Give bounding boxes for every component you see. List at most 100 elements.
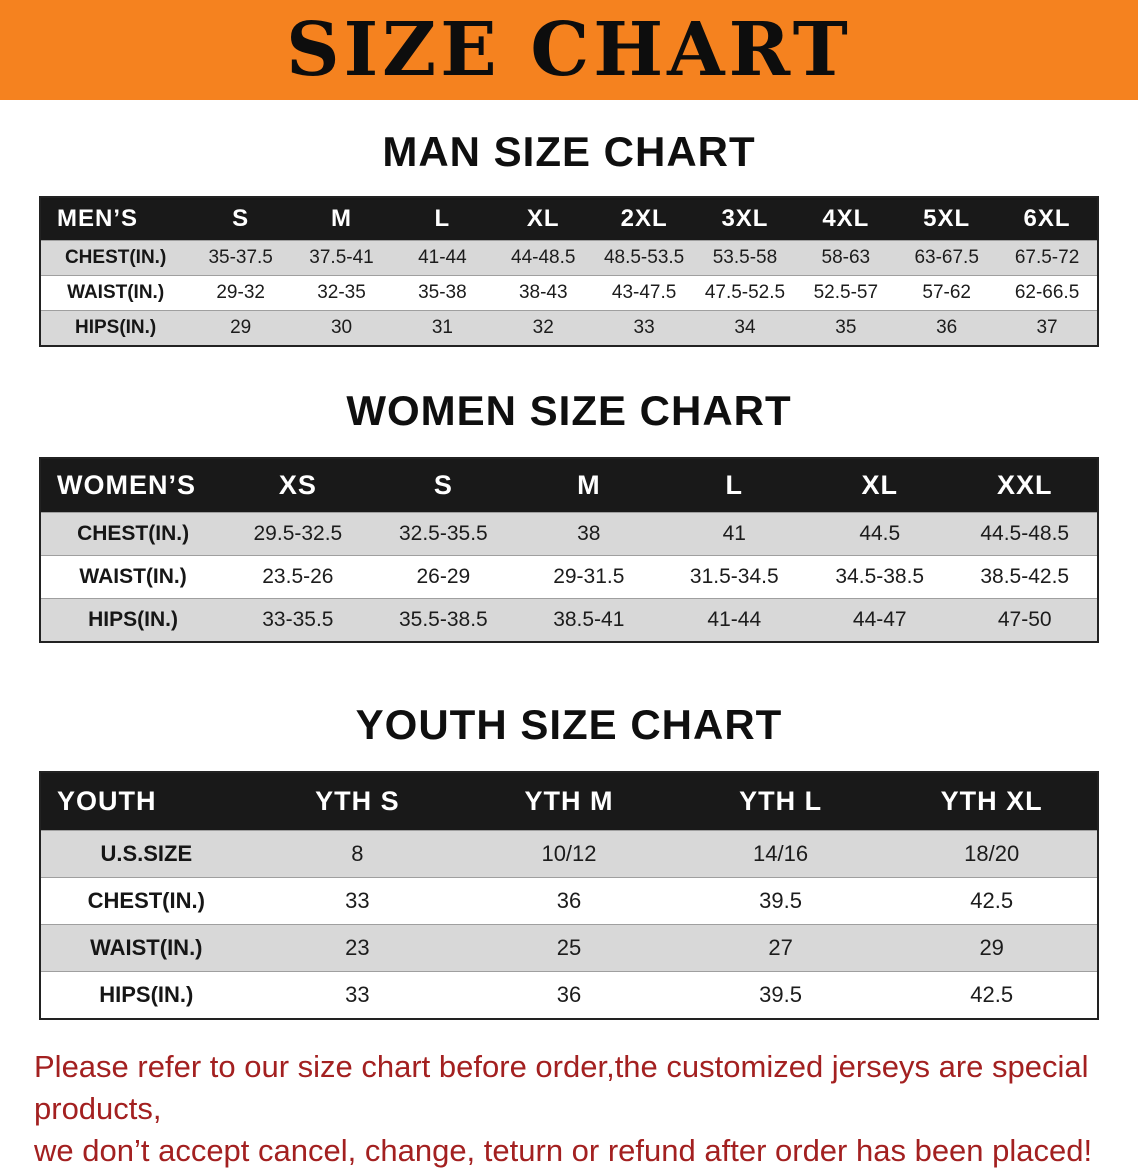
women-section-heading: WOMEN SIZE CHART [346,387,792,434]
size-value-cell: 18/20 [964,841,1020,866]
size-column-header: YTH S [251,772,464,831]
table-header-row: MEN’S S M L XL 2XL 3XL 4XL 5XL 6XL [40,197,1098,241]
size-value-cell: 34.5-38.5 [835,565,925,588]
disclaimer-line-1: Please refer to our size chart before or… [34,1049,1089,1126]
size-value-cell: 26-29 [416,565,471,588]
table-row: CHEST(IN.) 35-37.5 37.5-41 41-44 44-48.5 48.5… [40,240,1098,276]
size-value-cell: 37 [1036,317,1058,338]
size-value-cell: 29.5-32.5 [253,522,343,545]
size-column-header: S [190,197,292,241]
size-value-cell: 10/12 [541,841,597,866]
size-value-cell: 47.5-52.5 [704,282,786,303]
size-value-cell: 42.5 [970,982,1014,1007]
row-label-cell: U.S.SIZE [100,841,193,866]
table-row: CHEST(IN.) 33 36 39.5 42.5 [40,877,1098,925]
size-column-header: 6XL [997,197,1098,241]
size-column-header: YTH XL [886,772,1098,831]
row-label-cell: HIPS(IN.) [99,982,194,1007]
size-value-cell: 31 [431,317,453,338]
size-value-cell: 37.5-41 [309,247,374,268]
size-value-cell: 32.5-35.5 [398,522,488,545]
disclaimer-note: Please refer to our size chart before or… [34,1046,1138,1172]
size-value-cell: 67.5-72 [1014,247,1080,268]
men-size-table: MEN’S S M L XL 2XL 3XL 4XL 5XL 6XL CHEST(IN.) 35-37… [39,196,1099,347]
size-value-cell: 38.5-42.5 [980,565,1070,588]
size-value-cell: 30 [330,317,353,338]
size-column-header: XXL [952,458,1098,513]
size-value-cell: 39.5 [759,982,802,1007]
size-value-cell: 8 [351,841,364,866]
row-label-cell: WAIST(IN.) [90,935,203,960]
size-value-cell: 36 [556,888,582,913]
size-value-cell: 35-37.5 [208,247,273,268]
youth-size-section: YOUTH SIZE CHART YOUTH YTH S YTH M YTH L YTH… [0,701,1138,1020]
women-size-table: WOMEN’S XS S M L XL XXL CHEST(IN.) 29.5-32.5 32.5… [39,457,1099,643]
table-row: WAIST(IN.) 23.5-26 26-29 29-31.5 31.5-34.5 34… [40,555,1098,599]
row-label-cell: CHEST(IN.) [77,522,190,545]
size-value-cell: 44-47 [852,608,907,631]
youth-size-table: YOUTH YTH S YTH M YTH L YTH XL U.S.SIZE 8 10/12… [39,771,1099,1020]
size-value-cell: 23.5-26 [262,565,334,588]
size-column-header: XL [807,458,953,513]
size-value-cell: 31.5-34.5 [689,565,779,588]
size-value-cell: 23 [345,935,370,960]
size-value-cell: 44.5 [859,522,901,545]
size-value-cell: 41 [722,522,746,545]
size-value-cell: 44-48.5 [511,247,576,268]
size-value-cell: 35 [835,317,857,338]
size-value-cell: 29 [979,935,1004,960]
size-value-cell: 38-43 [518,282,568,303]
size-value-cell: 44.5-48.5 [980,522,1070,545]
size-value-cell: 33 [345,982,370,1007]
charts-main: MAN SIZE CHART MEN’S S M L XL 2XL 3XL 4XL 5XL 6XL… [0,128,1138,1020]
size-column-header: 4XL [795,197,897,241]
size-value-cell: 14/16 [753,841,809,866]
women-size-section: WOMEN SIZE CHART WOMEN’S XS S M L XL XXL CHEST(… [0,387,1138,643]
row-label-cell: CHEST(IN.) [87,888,205,913]
size-value-cell: 35.5-38.5 [398,608,488,631]
disclaimer-line-2: we don’t accept cancel, change, teturn o… [34,1132,1093,1168]
size-value-cell: 62-66.5 [1014,282,1080,303]
men-section-heading: MAN SIZE CHART [382,128,756,175]
size-chart-banner: SIZE CHART [0,0,1138,100]
size-value-cell: 33 [345,888,370,913]
table-title-cell: MEN’S [40,197,191,241]
size-value-cell: 43-47.5 [611,282,677,303]
size-column-header: 5XL [896,197,998,241]
size-value-cell: 33-35.5 [262,608,334,631]
table-row: HIPS(IN.) 33-35.5 35.5-38.5 38.5-41 41-44 44-… [40,598,1098,642]
table-row: HIPS(IN.) 29 30 31 32 33 34 35 36 37 [40,310,1098,346]
size-value-cell: 47-50 [997,608,1052,631]
size-value-cell: 48.5-53.5 [603,247,685,268]
size-column-header: XL [492,197,594,241]
size-value-cell: 29-31.5 [553,565,625,588]
size-value-cell: 34 [734,317,756,338]
row-label-cell: WAIST(IN.) [79,565,187,588]
men-size-section: MAN SIZE CHART MEN’S S M L XL 2XL 3XL 4XL 5XL 6XL… [0,128,1138,347]
size-value-cell: 38 [577,522,601,545]
size-value-cell: 57-62 [922,282,971,303]
size-column-header: 3XL [694,197,796,241]
table-title-cell: YOUTH [40,772,252,831]
page-title: SIZE CHART [286,7,852,93]
size-value-cell: 38.5-41 [553,608,625,631]
table-header-row: YOUTH YTH S YTH M YTH L YTH XL [40,772,1098,831]
table-title-cell: WOMEN’S [40,458,226,513]
size-column-header: S [370,458,517,513]
row-label-cell: WAIST(IN.) [67,282,165,303]
size-value-cell: 53.5-58 [712,247,778,268]
size-value-cell: 29 [230,317,252,338]
size-column-header: L [661,458,808,513]
size-value-cell: 32 [532,317,554,338]
table-row: WAIST(IN.) 23 25 27 29 [40,924,1098,972]
size-value-cell: 36 [556,982,582,1007]
size-column-header: M [291,197,392,241]
size-value-cell: 39.5 [759,888,802,913]
table-row: CHEST(IN.) 29.5-32.5 32.5-35.5 38 41 44.5 44.5… [40,512,1098,556]
size-column-header: L [391,197,493,241]
size-value-cell: 52.5-57 [813,282,879,303]
table-header-row: WOMEN’S XS S M L XL XXL [40,458,1098,513]
table-row: U.S.SIZE 8 10/12 14/16 18/20 [40,830,1098,878]
size-column-header: 2XL [593,197,695,241]
